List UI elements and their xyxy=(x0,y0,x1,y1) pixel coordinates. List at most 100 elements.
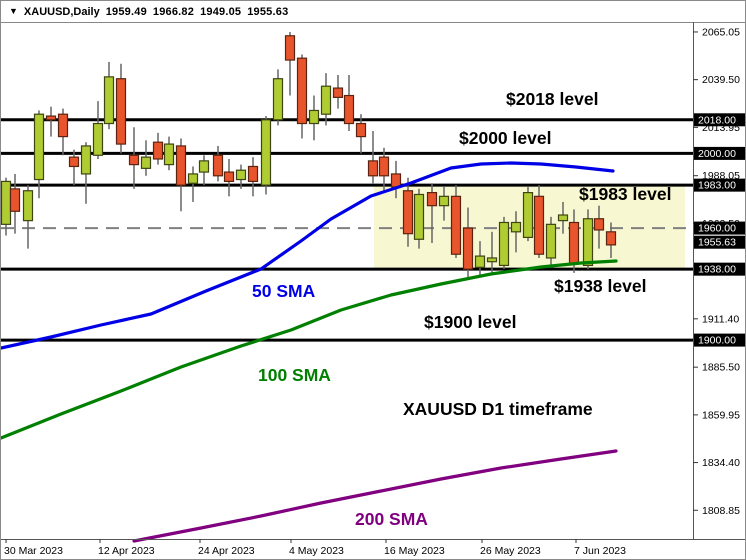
candlestick xyxy=(462,227,474,270)
100-sma-line xyxy=(1,259,618,440)
dashed-price-badge: 1960.00 xyxy=(698,223,736,235)
chart-title-bar[interactable]: ▼ XAUUSD,Daily 1959.49 1966.82 1949.05 1… xyxy=(1,1,745,22)
level-price-badge: 1983.00 xyxy=(698,180,736,192)
candlestick xyxy=(533,195,545,255)
level-price-badge-bg xyxy=(694,178,745,192)
collapse-triangle-icon[interactable]: ▼ xyxy=(9,6,18,16)
level-price-badge: 1900.00 xyxy=(698,335,736,347)
annotation-text: $2018 level xyxy=(506,89,598,109)
candlestick xyxy=(92,122,104,156)
price-tick-label: 2065.05 xyxy=(702,26,740,38)
candlestick xyxy=(115,78,127,145)
candlestick xyxy=(80,145,92,175)
annotation-text: $2000 level xyxy=(459,128,551,148)
candlestick xyxy=(367,160,379,177)
candlestick xyxy=(413,193,425,240)
candlestick xyxy=(568,221,580,265)
ohlc-high-value: 1966.82 xyxy=(152,5,195,18)
level-price-badge-bg xyxy=(694,262,745,276)
level-price-badge: 2000.00 xyxy=(698,148,736,160)
candlestick xyxy=(557,214,569,222)
candlestick xyxy=(128,154,140,166)
candlestick xyxy=(438,195,450,207)
annotation-text: $1900 level xyxy=(424,312,516,332)
candlestick xyxy=(486,257,498,263)
200-sma-line xyxy=(132,449,618,543)
candlestick xyxy=(1,180,12,225)
level-price-badge: 2018.00 xyxy=(698,114,736,126)
time-tick-label: 12 Apr 2023 xyxy=(98,545,155,557)
ohlc-open-value: 1959.49 xyxy=(105,5,147,18)
annotation-text: 50 SMA xyxy=(252,281,316,301)
candlestick xyxy=(308,109,320,125)
candlestick xyxy=(474,255,486,268)
annotation-text: 200 SMA xyxy=(355,509,428,529)
time-tick-label: 26 May 2023 xyxy=(480,545,541,557)
time-tick-label: 16 May 2023 xyxy=(384,545,445,557)
price-tick-label: 1808.85 xyxy=(702,505,740,517)
candlestick xyxy=(152,141,164,160)
candlestick xyxy=(296,57,308,125)
candlestick xyxy=(545,223,557,259)
candlestick xyxy=(426,192,438,207)
candlestick xyxy=(198,160,210,173)
ohlc-low-value: 1949.05 xyxy=(200,5,242,18)
candlestick xyxy=(605,231,617,246)
candlestick xyxy=(45,115,57,121)
annotation-text: $1938 level xyxy=(554,276,646,296)
time-tick-label: 4 May 2023 xyxy=(289,545,344,557)
candlestick xyxy=(235,169,247,181)
candlestick xyxy=(390,173,402,188)
candlestick xyxy=(332,87,344,98)
candlestick xyxy=(593,218,605,231)
time-tick-label: 24 Apr 2023 xyxy=(198,545,255,557)
candlestick xyxy=(402,190,414,235)
price-tick-label: 2039.50 xyxy=(702,74,740,86)
candlestick xyxy=(450,195,462,255)
candlestick xyxy=(33,113,45,181)
candlestick xyxy=(22,190,34,222)
candlestick xyxy=(284,35,296,61)
level-price-badge-bg xyxy=(694,113,745,127)
candlestick xyxy=(378,156,390,177)
candlestick xyxy=(343,94,355,125)
candlestick xyxy=(320,85,332,115)
annotation-text: $1983 level xyxy=(579,184,671,204)
candlestick xyxy=(272,78,284,121)
candlestick xyxy=(223,171,235,183)
bid-price-badge-bg xyxy=(694,235,745,249)
candlestick xyxy=(582,218,594,267)
candlestick xyxy=(9,188,21,212)
price-tick-label: 1834.40 xyxy=(702,457,740,469)
candlestick xyxy=(355,122,367,138)
level-price-badge: 1938.00 xyxy=(698,264,736,276)
annotation-text: XAUUSD D1 timeframe xyxy=(403,399,593,419)
annotation-text: 100 SMA xyxy=(258,365,331,385)
candlestick xyxy=(212,154,224,177)
price-tick-label: 1885.50 xyxy=(702,362,740,374)
candlestick xyxy=(522,192,534,239)
candlestick xyxy=(510,221,522,233)
level-price-badge-bg xyxy=(694,333,745,347)
bid-price-badge: 1955.63 xyxy=(698,237,736,249)
level-price-badge-bg xyxy=(694,146,745,160)
candlestick xyxy=(260,119,272,186)
candlestick xyxy=(103,76,115,125)
ohlc-close-value: 1955.63 xyxy=(247,5,289,18)
price-tick-label: 1859.95 xyxy=(702,409,740,421)
time-tick-label: 30 Mar 2023 xyxy=(4,545,63,557)
candlestick xyxy=(187,173,199,184)
price-tick-label: 1911.40 xyxy=(702,313,739,325)
candlestick xyxy=(163,143,175,166)
dashed-price-badge-bg xyxy=(694,221,745,235)
symbol-period-label: XAUUSD,Daily xyxy=(23,5,100,18)
candlestick xyxy=(57,113,69,138)
candlestick xyxy=(247,165,259,183)
candlestick xyxy=(175,145,187,186)
50-sma-line xyxy=(1,161,615,350)
time-tick-label: 7 Jun 2023 xyxy=(574,545,626,557)
candlestick xyxy=(498,221,510,267)
candlestick xyxy=(140,156,152,169)
